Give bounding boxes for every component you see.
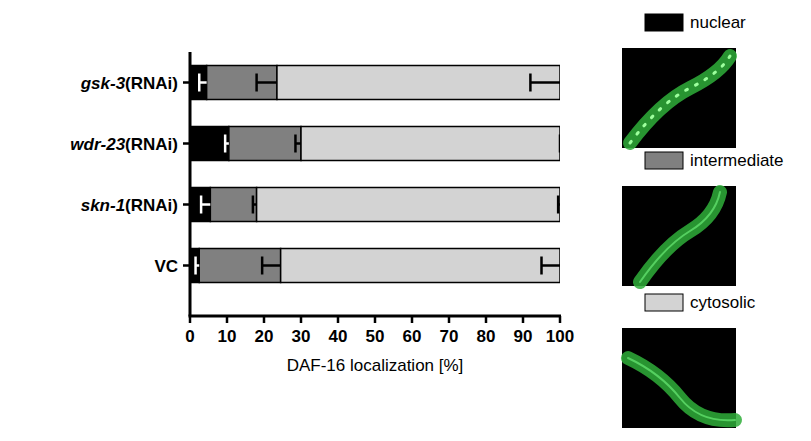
error-cap (557, 196, 560, 214)
error-bar (262, 257, 281, 275)
x-tick-label: 90 (514, 327, 533, 346)
category-label: wdr-23(RNAi) (70, 135, 178, 154)
error-line (201, 203, 210, 206)
x-tick (411, 316, 414, 323)
category-label: gsk-3(RNAi) (80, 74, 178, 93)
y-axis (189, 52, 192, 316)
error-line (530, 81, 560, 84)
x-tick (189, 316, 192, 323)
error-bar (201, 196, 210, 214)
bar (281, 249, 560, 283)
worm (640, 192, 720, 282)
x-tick-label: 60 (403, 327, 422, 346)
x-axis-title: DAF-16 localization [%] (287, 356, 464, 375)
worm-detail (640, 192, 720, 282)
bar (190, 66, 207, 100)
category-label: VC (154, 257, 178, 276)
micrograph (622, 328, 736, 428)
error-cap (294, 135, 297, 153)
x-tick (448, 316, 451, 323)
error-cap (529, 74, 532, 92)
legend-swatch (645, 152, 683, 169)
bar (199, 249, 280, 283)
error-cap (540, 257, 543, 275)
error-cap (200, 196, 203, 214)
worm-detail (630, 56, 730, 143)
x-tick (300, 316, 303, 323)
bar (301, 127, 560, 161)
bar (229, 127, 301, 161)
error-cap (255, 74, 258, 92)
bar (207, 66, 277, 100)
x-tick-label: 70 (440, 327, 459, 346)
x-tick-label: 0 (185, 327, 194, 346)
x-tick (374, 316, 377, 323)
x-tick (522, 316, 525, 323)
bar (190, 188, 210, 222)
x-tick-label: 30 (292, 327, 311, 346)
error-bar (558, 196, 560, 214)
x-tick-label: 50 (366, 327, 385, 346)
legend-label: nuclear (690, 13, 746, 32)
error-cap (559, 135, 560, 153)
y-tick (183, 264, 190, 267)
error-cap (261, 257, 264, 275)
bar (210, 188, 256, 222)
worm (630, 56, 730, 143)
error-bar (253, 196, 257, 214)
worm-detail (628, 358, 735, 420)
x-tick (559, 316, 562, 323)
error-cap (224, 135, 227, 153)
plot-area (190, 66, 560, 283)
error-bar (199, 74, 206, 92)
x-tick-label: 100 (546, 327, 574, 346)
x-tick-label: 10 (218, 327, 237, 346)
legend-label: intermediate (690, 151, 784, 170)
worm (628, 358, 735, 420)
chart: 0 10 20 30 40 50 60 70 80 90 100 DAF-16 localizatio… (0, 0, 811, 441)
error-line (542, 264, 561, 267)
legend-swatch (645, 294, 683, 311)
category-label: skn-1(RNAi) (81, 196, 178, 215)
bar (277, 66, 560, 100)
micrograph (622, 186, 736, 286)
error-bar (542, 257, 561, 275)
x-tick (337, 316, 340, 323)
x-tick (226, 316, 229, 323)
error-bar (530, 74, 560, 92)
error-line (262, 264, 281, 267)
micrograph (622, 48, 736, 148)
error-line (257, 81, 277, 84)
x-tick (263, 316, 266, 323)
y-tick (183, 142, 190, 145)
x-tick-label: 80 (477, 327, 496, 346)
error-bar (196, 257, 200, 275)
error-bar (295, 135, 301, 153)
error-bar (225, 135, 229, 153)
error-bar (257, 74, 277, 92)
error-cap (198, 74, 201, 92)
x-tick (485, 316, 488, 323)
y-tick (183, 81, 190, 84)
bar (257, 188, 560, 222)
legend-label: cytosolic (690, 293, 756, 312)
error-cap (252, 196, 255, 214)
error-cap (194, 257, 197, 275)
bar (190, 127, 229, 161)
x-tick-label: 40 (329, 327, 348, 346)
y-tick (183, 203, 190, 206)
error-bar (560, 135, 561, 153)
x-tick-label: 20 (255, 327, 274, 346)
legend-swatch (645, 14, 683, 31)
